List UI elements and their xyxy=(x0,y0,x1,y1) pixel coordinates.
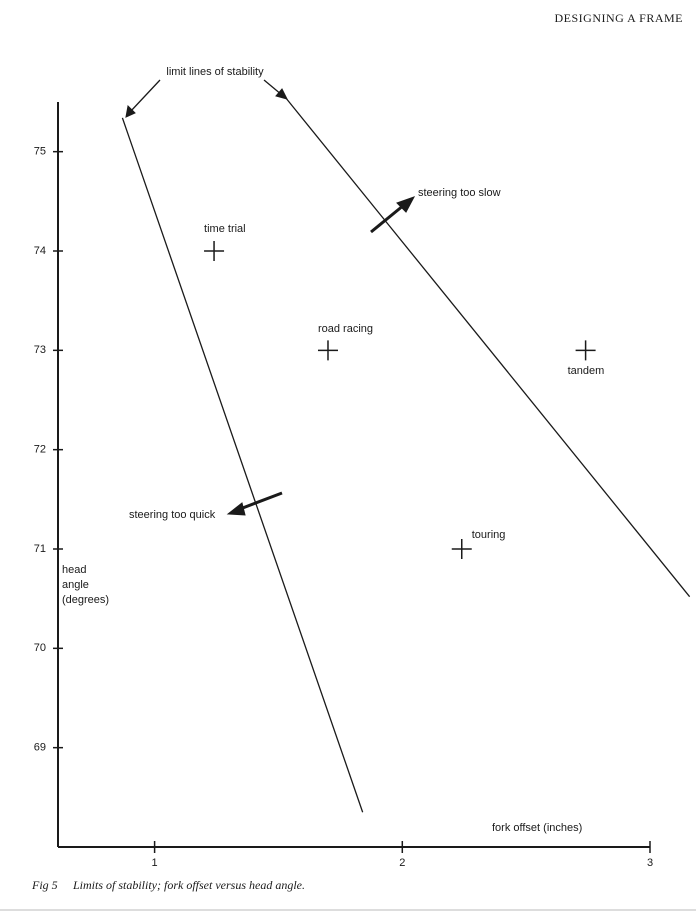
point-label: touring xyxy=(472,529,506,541)
limit-line xyxy=(285,97,691,598)
point-label: time trial xyxy=(204,223,246,235)
annotation: steering too slow xyxy=(418,187,501,199)
y-axis-label: head xyxy=(62,564,86,576)
y-tick-label: 73 xyxy=(34,344,46,356)
y-tick-label: 75 xyxy=(34,146,46,158)
x-axis-label: fork offset (inches) xyxy=(492,822,582,834)
caption-label: Fig 5 xyxy=(31,878,58,892)
y-tick-label: 72 xyxy=(34,444,46,456)
point-marker xyxy=(317,340,338,361)
point-marker xyxy=(575,340,596,361)
limit-line xyxy=(121,117,364,813)
x-tick-label: 1 xyxy=(152,857,158,869)
annotation: steering too quick xyxy=(129,509,216,521)
point-label: road racing xyxy=(318,323,373,335)
caption-text: Limits of stability; fork offset versus … xyxy=(72,878,305,892)
page-header: DESIGNING A FRAME xyxy=(554,11,683,25)
y-tick-label: 74 xyxy=(34,245,46,257)
y-tick-label: 69 xyxy=(34,742,46,754)
x-tick-label: 2 xyxy=(399,857,405,869)
point-marker xyxy=(204,241,225,261)
arrows xyxy=(125,79,416,516)
y-tick-label: 70 xyxy=(34,642,46,654)
point-marker xyxy=(451,539,472,559)
y-axis-label: (degrees) xyxy=(62,594,109,606)
x-tick-label: 3 xyxy=(647,857,653,869)
point-label: tandem xyxy=(568,365,605,377)
y-tick-label: 71 xyxy=(34,543,46,555)
annotation: limit lines of stability xyxy=(166,66,264,78)
y-axis-label: angle xyxy=(62,579,89,591)
